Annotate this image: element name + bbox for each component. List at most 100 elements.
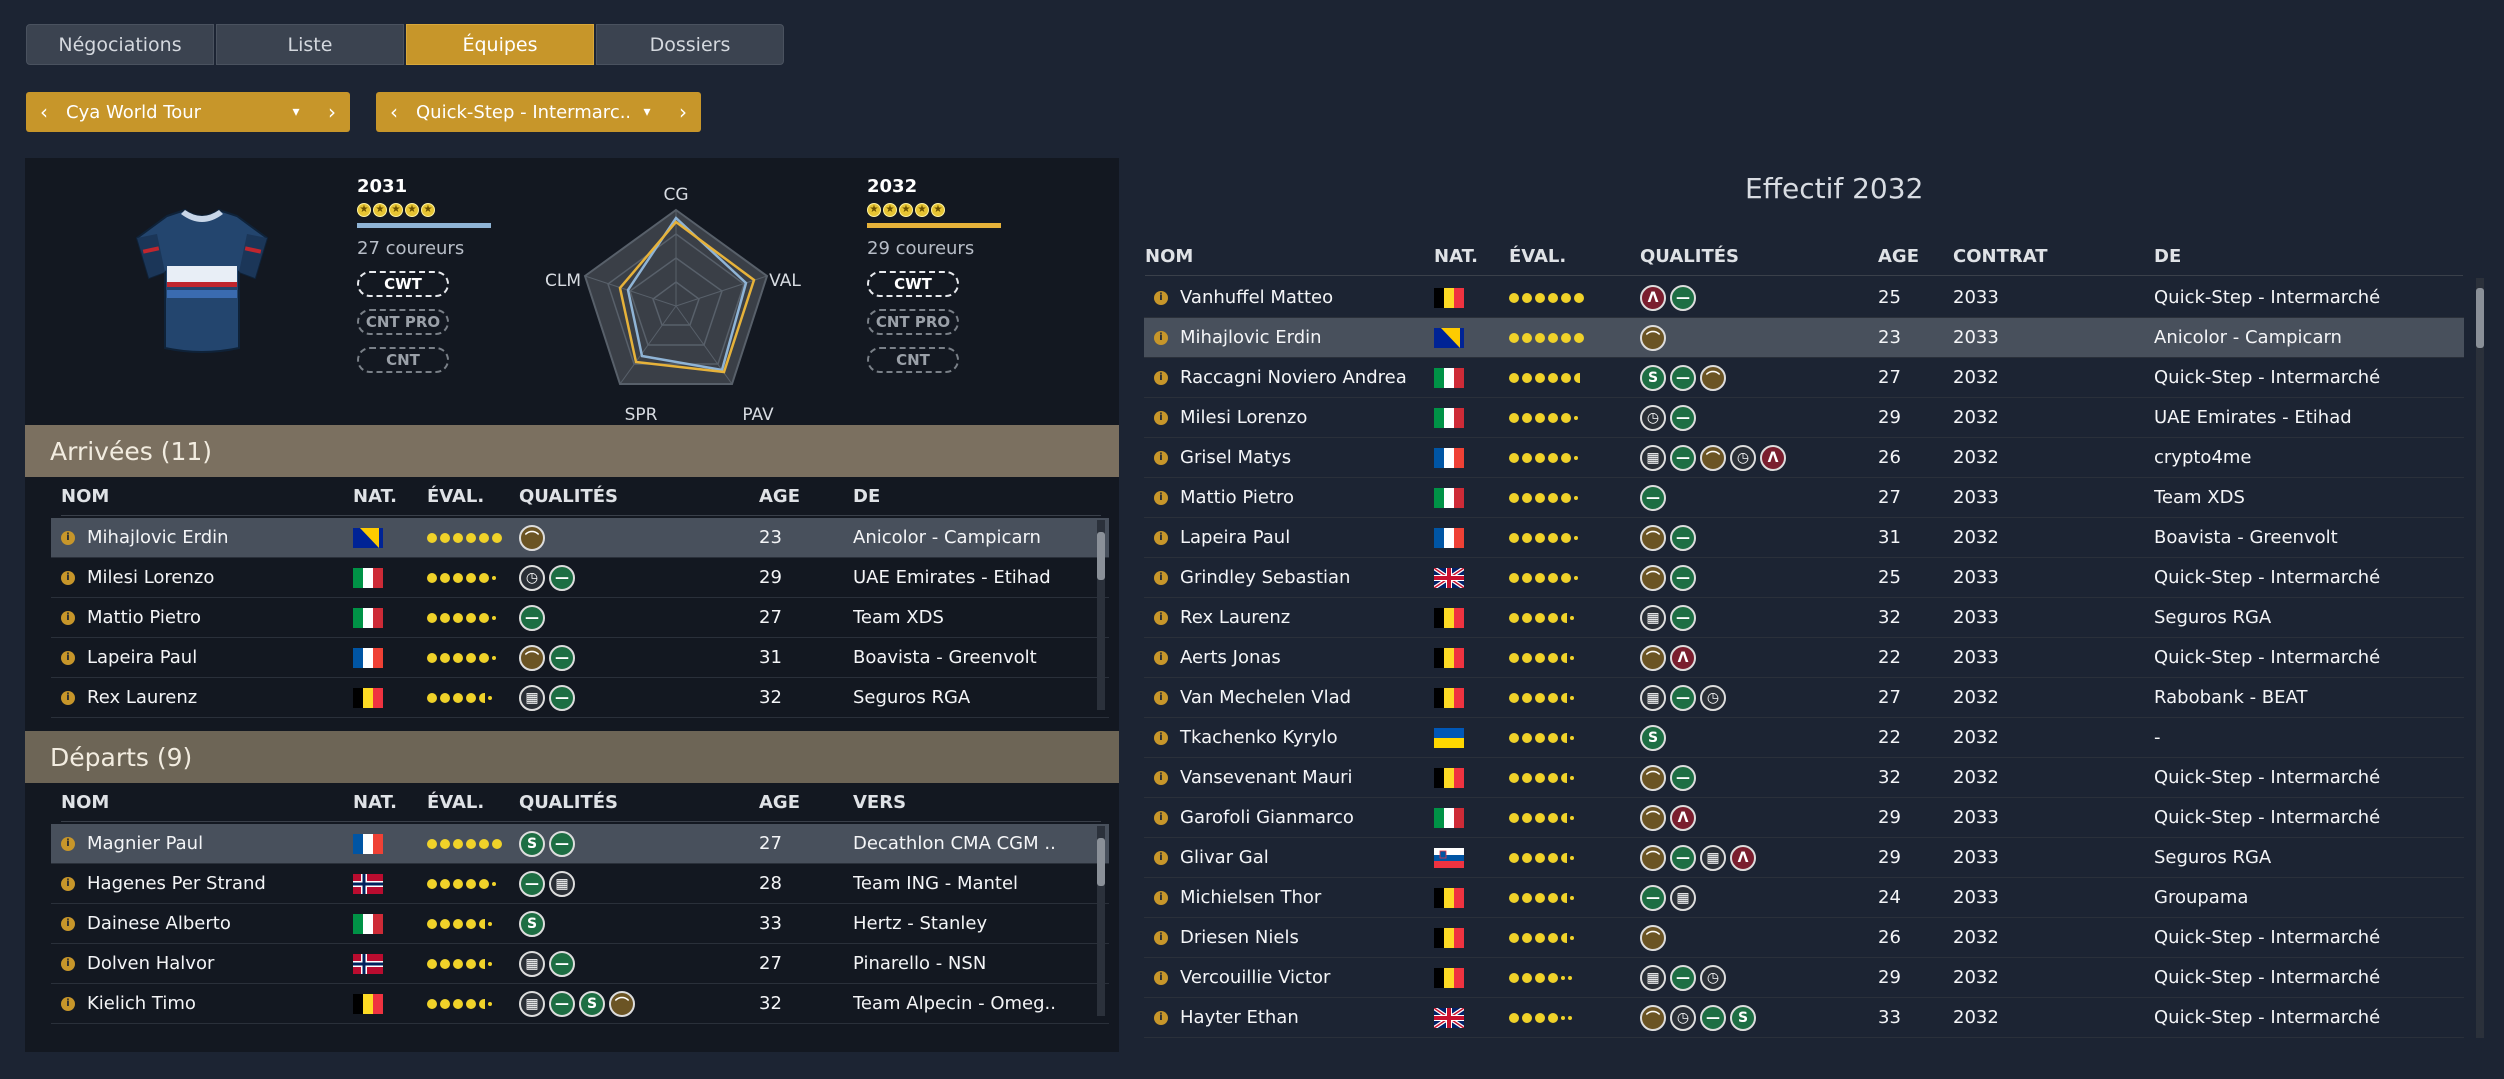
table-row[interactable]: i Garofoli Gianmarco ⌒ Λ 29 2033 Quick-Step - …: [1144, 798, 2464, 838]
info-icon[interactable]: i: [61, 956, 75, 971]
info-icon[interactable]: i: [61, 570, 75, 585]
departures-scrollbar[interactable]: [1097, 826, 1105, 1016]
flat-quality-icon[interactable]: —: [1670, 364, 1696, 391]
hill-quality-icon[interactable]: ⌒: [1640, 324, 1666, 351]
col-age[interactable]: AGE: [759, 486, 801, 507]
col-to[interactable]: VERS: [853, 792, 907, 813]
table-row[interactable]: i Magnier Paul S —27 Decathlon CMA CGM ..: [51, 824, 1109, 864]
col-nat[interactable]: NAT.: [1434, 246, 1478, 267]
info-icon[interactable]: i: [61, 876, 75, 891]
mountain-quality-icon[interactable]: Λ: [1760, 444, 1786, 471]
roster-scrollbar[interactable]: [2476, 278, 2484, 1038]
info-icon[interactable]: i: [1154, 370, 1168, 385]
table-row[interactable]: i Glivar Gal ⌒ — ▦ Λ 29 2033 Seguros RGA: [1144, 838, 2464, 878]
info-icon[interactable]: i: [1154, 1010, 1168, 1025]
info-icon[interactable]: i: [61, 690, 75, 705]
cobble-quality-icon[interactable]: ▦: [1700, 844, 1726, 871]
info-icon[interactable]: i: [1154, 490, 1168, 505]
flat-quality-icon[interactable]: —: [1670, 524, 1696, 551]
table-row[interactable]: i Aerts Jonas ⌒ Λ 22 2033 Quick-Step - Interma…: [1144, 638, 2464, 678]
info-icon[interactable]: i: [61, 610, 75, 625]
info-icon[interactable]: i: [1154, 850, 1168, 865]
col-quals[interactable]: QUALITÉS: [519, 486, 618, 507]
info-icon[interactable]: i: [61, 996, 75, 1011]
info-icon[interactable]: i: [1154, 570, 1168, 585]
col-from[interactable]: DE: [2154, 246, 2182, 267]
table-row[interactable]: i Tkachenko Kyrylo S 22 2032 -: [1144, 718, 2464, 758]
info-icon[interactable]: i: [1154, 770, 1168, 785]
flat-quality-icon[interactable]: —: [1670, 844, 1696, 871]
flat-quality-icon[interactable]: —: [1670, 404, 1696, 431]
prev-league-button[interactable]: ‹: [40, 100, 48, 124]
cobble-quality-icon[interactable]: ▦: [519, 684, 545, 711]
flat-quality-icon[interactable]: —: [1670, 564, 1696, 591]
col-nat[interactable]: NAT.: [353, 486, 397, 507]
col-contract[interactable]: CONTRAT: [1953, 246, 2048, 267]
timetrial-quality-icon[interactable]: ◷: [1670, 1004, 1696, 1031]
table-row[interactable]: i Dolven Halvor ▦ —27 Pinarello - NSN: [51, 944, 1109, 984]
timetrial-quality-icon[interactable]: ◷: [519, 564, 545, 591]
table-row[interactable]: i Mattio Pietro — 27 Team XDS: [51, 598, 1109, 638]
col-eval[interactable]: ÉVAL.: [427, 486, 485, 507]
info-icon[interactable]: i: [61, 650, 75, 665]
hill-quality-icon[interactable]: ⌒: [1640, 1004, 1666, 1031]
flat-quality-icon[interactable]: —: [1670, 444, 1696, 471]
sprint-quality-icon[interactable]: S: [519, 910, 545, 937]
info-icon[interactable]: i: [1154, 530, 1168, 545]
tab-equipes[interactable]: Équipes: [406, 24, 594, 65]
hill-quality-icon[interactable]: ⌒: [609, 990, 635, 1017]
tab-liste[interactable]: Liste: [216, 24, 404, 65]
flat-quality-icon[interactable]: —: [1670, 684, 1696, 711]
cobble-quality-icon[interactable]: ▦: [1640, 604, 1666, 631]
hill-quality-icon[interactable]: ⌒: [519, 644, 545, 671]
info-icon[interactable]: i: [1154, 730, 1168, 745]
table-row[interactable]: i Milesi Lorenzo ◷ —29 2032 UAE Emirates - Et…: [1144, 398, 2464, 438]
sprint-quality-icon[interactable]: S: [579, 990, 605, 1017]
info-icon[interactable]: i: [61, 916, 75, 931]
table-row[interactable]: i Mihajlovic Erdin ⌒ 23 Anicolor - Campicarn: [51, 518, 1109, 558]
info-icon[interactable]: i: [61, 530, 75, 545]
col-eval[interactable]: ÉVAL.: [1509, 246, 1567, 267]
chevron-down-icon[interactable]: ▾: [643, 104, 651, 120]
flat-quality-icon[interactable]: —: [519, 870, 545, 897]
table-row[interactable]: i Milesi Lorenzo ◷ —29 UAE Emirates - Etihad: [51, 558, 1109, 598]
flat-quality-icon[interactable]: —: [1670, 284, 1696, 311]
info-icon[interactable]: i: [1154, 450, 1168, 465]
sprint-quality-icon[interactable]: S: [519, 830, 545, 857]
table-row[interactable]: i Vercouillie Victor ▦ — ◷ 29 2032 Quick-Step -…: [1144, 958, 2464, 998]
hill-quality-icon[interactable]: ⌒: [1640, 764, 1666, 791]
table-row[interactable]: i Lapeira Paul ⌒ —31 2032 Boavista - Greenvol…: [1144, 518, 2464, 558]
flat-quality-icon[interactable]: —: [549, 950, 575, 977]
hill-quality-icon[interactable]: ⌒: [519, 524, 545, 551]
table-row[interactable]: i Grisel Matys ▦ — ⌒ ◷ Λ 26 2032 crypto4me: [1144, 438, 2464, 478]
sprint-quality-icon[interactable]: S: [1730, 1004, 1756, 1031]
flat-quality-icon[interactable]: —: [549, 644, 575, 671]
col-nat[interactable]: NAT.: [353, 792, 397, 813]
info-icon[interactable]: i: [1154, 890, 1168, 905]
col-name[interactable]: NOM: [61, 486, 110, 507]
flat-quality-icon[interactable]: —: [1670, 964, 1696, 991]
info-icon[interactable]: i: [1154, 290, 1168, 305]
cobble-quality-icon[interactable]: ▦: [519, 950, 545, 977]
cobble-quality-icon[interactable]: ▦: [549, 870, 575, 897]
table-row[interactable]: i Grindley Sebastian ⌒ —25 2033 Quick-Step - …: [1144, 558, 2464, 598]
table-row[interactable]: i Dainese Alberto S 33 Hertz - Stanley: [51, 904, 1109, 944]
sprint-quality-icon[interactable]: S: [1640, 364, 1666, 391]
timetrial-quality-icon[interactable]: ◷: [1640, 404, 1666, 431]
col-age[interactable]: AGE: [759, 792, 801, 813]
mountain-quality-icon[interactable]: Λ: [1670, 644, 1696, 671]
table-row[interactable]: i Vanhuffel Matteo Λ —25 2033 Quick-Step - In…: [1144, 278, 2464, 318]
col-name[interactable]: NOM: [61, 792, 110, 813]
table-row[interactable]: i Mihajlovic Erdin ⌒ 23 2033 Anicolor - Campi…: [1144, 318, 2464, 358]
arrivals-scrollbar[interactable]: [1097, 520, 1105, 710]
info-icon[interactable]: i: [1154, 410, 1168, 425]
table-row[interactable]: i Rex Laurenz ▦ —32 2033 Seguros RGA: [1144, 598, 2464, 638]
cobble-quality-icon[interactable]: ▦: [1640, 684, 1666, 711]
table-row[interactable]: i Lapeira Paul ⌒ —31 Boavista - Greenvolt: [51, 638, 1109, 678]
timetrial-quality-icon[interactable]: ◷: [1700, 964, 1726, 991]
cobble-quality-icon[interactable]: ▦: [519, 990, 545, 1017]
table-row[interactable]: i Kielich Timo ▦ — S ⌒ 32 Team Alpecin - Omeg..: [51, 984, 1109, 1024]
info-icon[interactable]: i: [1154, 810, 1168, 825]
table-row[interactable]: i Van Mechelen Vlad ▦ — ◷ 27 2032 Rabobank - BE…: [1144, 678, 2464, 718]
info-icon[interactable]: i: [1154, 610, 1168, 625]
